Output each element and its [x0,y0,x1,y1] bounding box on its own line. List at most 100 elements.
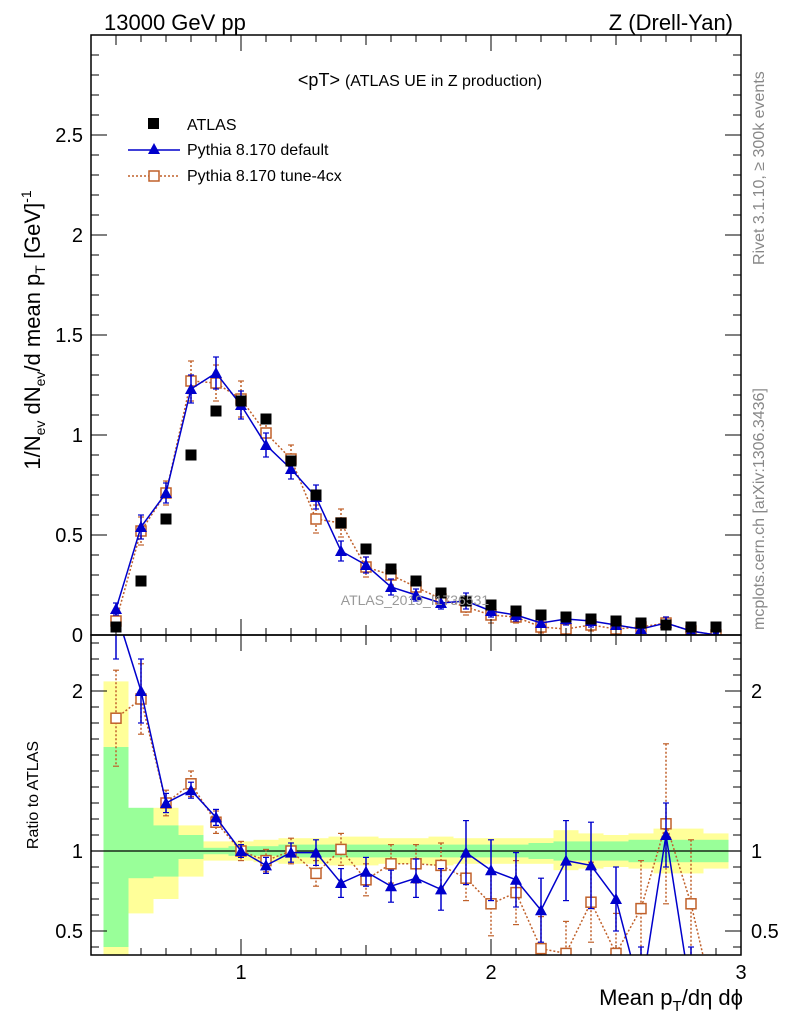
y-tick-label: 1 [72,425,83,447]
data-point-tune [535,942,547,955]
data-point-tune [310,513,322,525]
ratio-ylabel: Ratio to ATLAS [25,741,42,849]
data-point-default [260,439,272,450]
data-point-default [535,904,547,916]
data-point-atlas [310,489,322,501]
y-tick-label-right: 1 [751,841,762,863]
data-point-default [135,521,147,532]
data-point-atlas [710,621,722,633]
legend-marker-default [148,143,160,154]
data-point-atlas [635,617,647,629]
data-point-tune [635,902,647,915]
data-point-tune [560,947,572,955]
x-tick-label: 1 [235,962,246,984]
data-point-default [660,829,672,840]
data-point-default [210,367,222,378]
y-tick-label-right: 0.5 [751,921,779,943]
data-point-atlas [260,413,272,425]
band-stat [128,807,154,879]
y-tick-label: 0.5 [55,525,83,547]
data-point-default [460,846,472,858]
y-tick-label: 2 [72,225,83,247]
data-point-default [585,859,597,871]
data-point-default [185,383,197,394]
data-point-atlas [160,513,172,525]
rivet-label: Rivet 3.1.10, ≥ 300k events [751,71,768,265]
data-point-default [485,864,497,876]
band-stat [103,747,129,947]
data-point-default [385,581,397,592]
data-point-atlas [185,449,197,461]
data-point-atlas [585,613,597,625]
data-point-tune [110,712,122,724]
data-point-atlas [610,615,622,627]
data-point-atlas [135,575,147,587]
data-point-atlas [210,405,222,417]
data-point-default [510,873,522,885]
data-point-default [285,463,297,474]
data-point-atlas [435,587,447,599]
plot-title-main: <pT> [298,70,340,90]
data-point-default [260,859,272,871]
x-tick-label: 2 [485,962,496,984]
main-ylabel: 1/Nev dNev/d mean pT [GeV]-1 [18,190,48,470]
data-point-default [360,865,372,877]
legend-label-tune: Pythia 8.170 tune-4cx [187,168,342,185]
data-point-atlas [235,395,247,407]
data-point-default [610,893,622,904]
data-point-tune [685,898,697,910]
data-point-atlas [560,611,572,623]
series-default [113,635,694,955]
plot-title: <pT> (ATLAS UE in Z production) [298,70,542,90]
data-point-atlas [660,619,672,631]
data-point-atlas [285,455,297,467]
data-point-atlas [335,517,347,529]
data-point-default [135,685,147,696]
legend: ATLAS Pythia 8.170 default Pythia 8.170 … [128,117,342,185]
legend-label-default: Pythia 8.170 default [187,142,329,159]
data-point-default [335,877,347,888]
data-point-default [410,872,422,884]
plot-title-sub: (ATLAS UE in Z production) [345,73,542,90]
data-point-default [410,589,422,600]
watermark: ATLAS_2019_I1736531 [341,592,490,608]
y-tick-label: 0 [72,625,83,647]
mcplots-label: mcplots.cern.ch [arXiv:1306.3436] [751,388,768,630]
data-point-default [235,845,247,856]
header-left: 13000 GeV pp [104,10,246,35]
data-point-atlas [410,575,422,587]
y-tick-label: 0.5 [55,921,83,943]
y-tick-label: 1 [72,841,83,863]
data-point-default [210,811,222,823]
data-point-default [435,597,447,608]
data-point-tune [610,947,622,955]
ratio-frame [90,634,742,956]
band-stat [178,835,204,859]
data-point-default [310,846,322,858]
data-point-default [385,880,397,892]
data-point-tune [310,867,322,880]
data-point-atlas [460,595,472,607]
y-tick-label-right: 2 [751,681,762,703]
ratio-plot-panel: 1 2 30.5 0.51 12 2 [55,634,779,984]
y-tick-label: 2 [72,681,83,703]
legend-marker-atlas [148,118,159,129]
data-point-default [185,784,197,796]
data-point-tune [335,843,347,856]
data-point-atlas [485,599,497,611]
data-point-default [285,846,297,858]
data-point-default [435,883,447,895]
x-tick-label: 3 [735,962,746,984]
xlabel: Mean pT/dη dϕ [599,985,743,1015]
data-point-default [335,545,347,556]
data-point-default [360,559,372,570]
data-point-atlas [685,621,697,633]
data-point-default [110,603,122,614]
y-tick-label: 2.5 [55,125,83,147]
data-point-tune [385,858,397,870]
data-point-atlas [360,543,372,555]
y-tick-label: 1.5 [55,325,83,347]
data-point-atlas [510,605,522,617]
data-point-atlas [535,609,547,621]
header-right: Z (Drell-Yan) [609,10,733,35]
